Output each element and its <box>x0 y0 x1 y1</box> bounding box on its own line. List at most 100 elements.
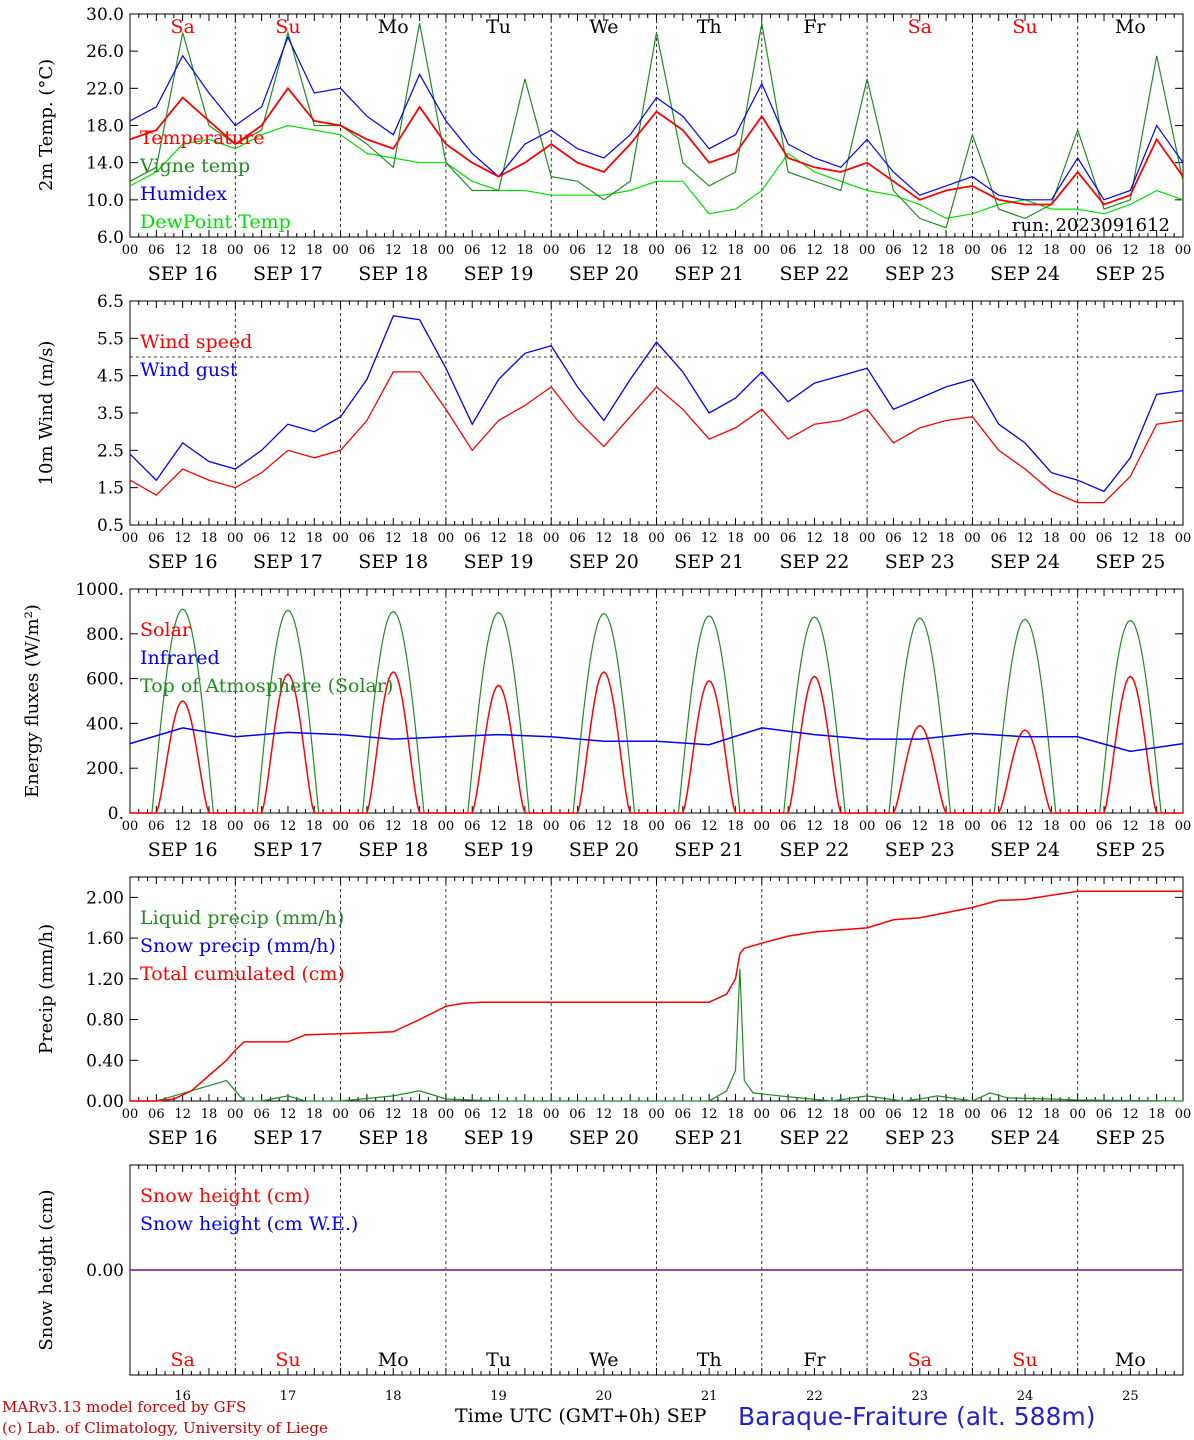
hour-tick-label: 00 <box>227 819 244 834</box>
hour-tick-label: 00 <box>859 243 876 258</box>
hour-tick-label: 12 <box>1122 819 1139 834</box>
date-label: SEP 20 <box>569 263 639 285</box>
hour-tick-label: 18 <box>833 531 850 546</box>
hour-tick-label: 06 <box>569 1107 586 1122</box>
hour-tick-label: 18 <box>727 243 744 258</box>
y-tick-label: 5.5 <box>97 329 124 349</box>
y-tick-label: 0.00 <box>86 1261 124 1281</box>
series-solar <box>130 670 1183 814</box>
date-label: SEP 23 <box>885 1127 955 1149</box>
hour-tick-label: 06 <box>148 531 165 546</box>
hour-tick-label: 18 <box>622 1107 639 1122</box>
hour-tick-label: 12 <box>596 819 613 834</box>
date-label: SEP 19 <box>464 1127 534 1149</box>
day-of-week-label: Sa <box>170 16 194 38</box>
day-of-week-label: Sa <box>908 1349 932 1371</box>
hour-tick-label: 06 <box>675 531 692 546</box>
hour-tick-label: 00 <box>1175 1107 1192 1122</box>
y-tick-label: 10.0 <box>86 191 124 211</box>
day-of-week-label: Th <box>697 1349 722 1371</box>
hour-tick-label: 12 <box>385 531 402 546</box>
hour-tick-label: 18 <box>411 819 428 834</box>
station-name: Baraque-Fraiture (alt. 588m) <box>738 1402 1096 1431</box>
day-of-week-label: Mo <box>378 16 409 38</box>
date-label: SEP 22 <box>780 839 850 861</box>
hour-tick-label: 00 <box>754 819 771 834</box>
hour-tick-label: 12 <box>911 819 928 834</box>
hour-tick-label: 12 <box>596 1107 613 1122</box>
hour-tick-label: 06 <box>990 243 1007 258</box>
hour-tick-label: 00 <box>754 531 771 546</box>
hour-tick-label: 00 <box>648 243 665 258</box>
hour-tick-label: 18 <box>833 1107 850 1122</box>
hour-tick-label: 12 <box>806 819 823 834</box>
hour-tick-label: 06 <box>464 531 481 546</box>
hour-tick-label: 18 <box>1043 1107 1060 1122</box>
date-label: SEP 16 <box>148 1127 218 1149</box>
hour-tick-label: 12 <box>174 531 191 546</box>
series-total-cumulated <box>130 890 1183 1102</box>
day-number-label: 20 <box>596 1389 613 1404</box>
date-label: SEP 19 <box>464 551 534 573</box>
hour-tick-label: 12 <box>385 1107 402 1122</box>
hour-tick-label: 18 <box>833 243 850 258</box>
series-wind-gust <box>129 315 1184 493</box>
day-of-week-label: Th <box>697 16 722 38</box>
hour-tick-label: 00 <box>543 531 560 546</box>
day-number-label: 17 <box>280 1389 297 1404</box>
hour-tick-label: 18 <box>1043 531 1060 546</box>
legend-item: Temperature <box>140 127 264 149</box>
hour-tick-label: 00 <box>648 819 665 834</box>
hour-tick-label: 12 <box>174 1107 191 1122</box>
legend-item: Liquid precip (mm/h) <box>140 907 344 929</box>
legend-item: Snow height (cm W.E.) <box>140 1213 358 1235</box>
date-label: SEP 18 <box>358 263 428 285</box>
hour-tick-label: 12 <box>1017 1107 1034 1122</box>
date-label: SEP 20 <box>569 1127 639 1149</box>
hour-tick-label: 18 <box>201 531 218 546</box>
hour-tick-label: 12 <box>490 531 507 546</box>
hour-tick-label: 00 <box>648 531 665 546</box>
day-of-week-label: Su <box>1012 16 1037 38</box>
hour-tick-label: 18 <box>306 531 323 546</box>
hour-tick-label: 12 <box>1122 243 1139 258</box>
hour-tick-label: 12 <box>596 531 613 546</box>
hour-tick-label: 18 <box>1043 243 1060 258</box>
date-label: SEP 22 <box>780 551 850 573</box>
hour-tick-label: 18 <box>306 819 323 834</box>
series-humidex <box>129 35 1184 201</box>
hour-tick-label: 12 <box>280 531 297 546</box>
hour-tick-label: 18 <box>938 243 955 258</box>
hour-tick-label: 18 <box>622 243 639 258</box>
hour-tick-label: 06 <box>990 819 1007 834</box>
day-of-week-label: Tu <box>486 1349 511 1371</box>
hour-tick-label: 06 <box>464 243 481 258</box>
hour-tick-label: 12 <box>280 1107 297 1122</box>
hour-tick-label: 00 <box>227 1107 244 1122</box>
y-axis-label-2: 10m Wind (m/s) <box>36 341 57 486</box>
hour-tick-label: 00 <box>964 819 981 834</box>
y-tick-label: 800. <box>86 625 124 645</box>
hour-tick-label: 06 <box>780 243 797 258</box>
hour-tick-label: 06 <box>359 531 376 546</box>
date-label: SEP 25 <box>1095 263 1165 285</box>
day-number-label: 23 <box>911 1389 928 1404</box>
legend-item: Infrared <box>140 647 220 669</box>
hour-tick-label: 18 <box>833 819 850 834</box>
y-tick-label: 6.0 <box>97 228 124 248</box>
hour-tick-label: 12 <box>490 243 507 258</box>
y-tick-label: 18.0 <box>86 117 124 137</box>
y-axis-label-5: Snow height (cm) <box>36 1189 57 1350</box>
hour-tick-label: 06 <box>569 819 586 834</box>
day-of-week-label: Su <box>275 1349 300 1371</box>
hour-tick-label: 00 <box>227 243 244 258</box>
day-of-week-label: Su <box>275 16 300 38</box>
hour-tick-label: 12 <box>1017 243 1034 258</box>
hour-tick-label: 18 <box>938 1107 955 1122</box>
hour-tick-label: 18 <box>411 531 428 546</box>
hour-tick-label: 18 <box>727 531 744 546</box>
hour-tick-label: 18 <box>1148 243 1165 258</box>
hour-tick-label: 12 <box>806 1107 823 1122</box>
hour-tick-label: 18 <box>201 819 218 834</box>
